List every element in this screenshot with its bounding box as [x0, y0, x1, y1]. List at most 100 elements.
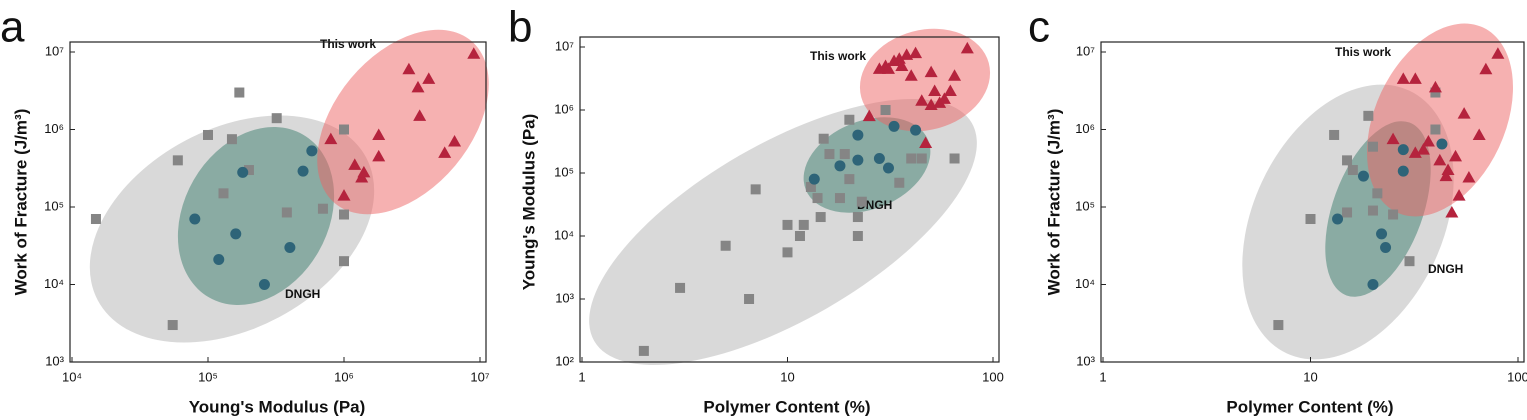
data-point — [856, 196, 867, 207]
x-tick-label: 100 — [982, 369, 1004, 384]
data-point — [943, 84, 957, 97]
data-point — [844, 114, 855, 125]
data-point — [1479, 62, 1493, 75]
data-point — [258, 279, 270, 290]
x-tick-label: 1 — [578, 369, 585, 384]
data-point — [372, 128, 386, 140]
data-point — [904, 69, 918, 81]
data-point — [1408, 146, 1422, 158]
x-tick-label: 10⁵ — [198, 369, 218, 384]
data-point — [744, 294, 755, 304]
data-point — [852, 129, 864, 141]
data-point — [402, 62, 416, 75]
data-point — [1445, 205, 1459, 218]
data-point — [1342, 207, 1353, 218]
data-point — [937, 92, 951, 104]
data-point — [337, 189, 351, 201]
data-point — [824, 149, 835, 160]
data-point — [1452, 189, 1466, 201]
data-point — [1433, 153, 1447, 166]
data-point — [1462, 171, 1476, 183]
data-point — [1357, 170, 1369, 182]
data-point — [189, 213, 201, 225]
data-point — [1332, 213, 1344, 225]
x-tick-label: 10⁶ — [334, 369, 354, 384]
region-ellipse — [859, 28, 991, 132]
data-point — [422, 72, 436, 84]
data-point — [1439, 169, 1453, 182]
y-tick-label: 10³ — [45, 353, 64, 368]
y-tick-label: 10⁵ — [554, 164, 574, 179]
y-tick-label: 10⁶ — [554, 101, 574, 116]
data-point — [172, 155, 183, 166]
data-point — [1397, 144, 1409, 156]
x-tick-label: 10⁴ — [62, 369, 82, 384]
data-point — [213, 254, 225, 266]
data-point — [720, 240, 731, 251]
data-point — [808, 173, 820, 185]
data-point — [1367, 279, 1379, 290]
data-point — [234, 87, 245, 98]
y-tick-label: 10² — [555, 353, 574, 368]
data-point — [815, 212, 826, 223]
data-point — [805, 181, 816, 192]
data-point — [882, 162, 894, 174]
data-point — [357, 165, 371, 178]
data-point — [638, 345, 649, 356]
data-point — [924, 65, 938, 78]
x-tick-label: 1 — [1099, 369, 1106, 384]
x-tick-label: 10 — [780, 369, 794, 384]
panel-label: a — [0, 3, 25, 52]
data-point — [372, 149, 386, 162]
y-tick-label: 10⁷ — [1076, 43, 1095, 58]
data-point — [230, 228, 242, 240]
data-point — [960, 41, 974, 54]
y-tick-label: 10⁵ — [1075, 198, 1095, 213]
panel-label: c — [1028, 3, 1050, 52]
data-point — [1430, 124, 1441, 135]
data-point — [1273, 320, 1284, 331]
data-point — [1342, 155, 1353, 166]
data-point — [1441, 163, 1455, 176]
data-point — [881, 62, 895, 74]
annotation: DNGH — [285, 287, 320, 301]
data-point — [1380, 242, 1392, 254]
y-tick-label: 10⁴ — [44, 276, 64, 291]
data-point — [910, 124, 922, 136]
y-tick-label: 10⁷ — [45, 43, 64, 58]
annotation: DNGH — [1428, 262, 1463, 276]
data-point — [915, 94, 929, 106]
data-point — [894, 177, 905, 188]
data-point — [306, 145, 318, 157]
data-point — [906, 153, 917, 164]
data-point — [1472, 128, 1486, 140]
data-point — [339, 124, 349, 135]
data-point — [203, 129, 213, 140]
x-tick-label: 100 — [1507, 369, 1527, 384]
data-point — [317, 203, 328, 214]
data-point — [880, 105, 891, 115]
data-point — [1491, 47, 1505, 59]
data-point — [1404, 256, 1415, 267]
data-point — [839, 149, 850, 160]
data-point — [1367, 141, 1378, 152]
plot-frame — [69, 41, 487, 363]
data-point — [348, 158, 362, 170]
y-tick-label: 10³ — [1076, 353, 1095, 368]
data-point — [1408, 72, 1422, 84]
y-tick-label: 10⁵ — [44, 198, 64, 213]
data-point — [872, 62, 886, 74]
data-point — [1430, 87, 1441, 98]
data-point — [862, 109, 876, 122]
panel-label: b — [508, 3, 532, 52]
data-point — [324, 132, 338, 145]
data-point — [297, 165, 309, 177]
x-axis-label: Polymer Content (%) — [703, 397, 870, 416]
y-tick-label: 10⁶ — [44, 121, 64, 136]
data-point — [916, 153, 927, 164]
annotation: This work — [810, 49, 866, 63]
data-point — [794, 231, 805, 241]
data-point — [90, 214, 101, 225]
data-point — [1428, 80, 1442, 93]
